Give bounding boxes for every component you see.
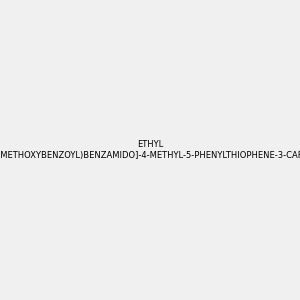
Text: ETHYL 2-[4-(2,5-DIMETHOXYBENZOYL)BENZAMIDO]-4-METHYL-5-PHENYLTHIOPHENE-3-CARBOXY: ETHYL 2-[4-(2,5-DIMETHOXYBENZOYL)BENZAMI…: [0, 140, 300, 160]
